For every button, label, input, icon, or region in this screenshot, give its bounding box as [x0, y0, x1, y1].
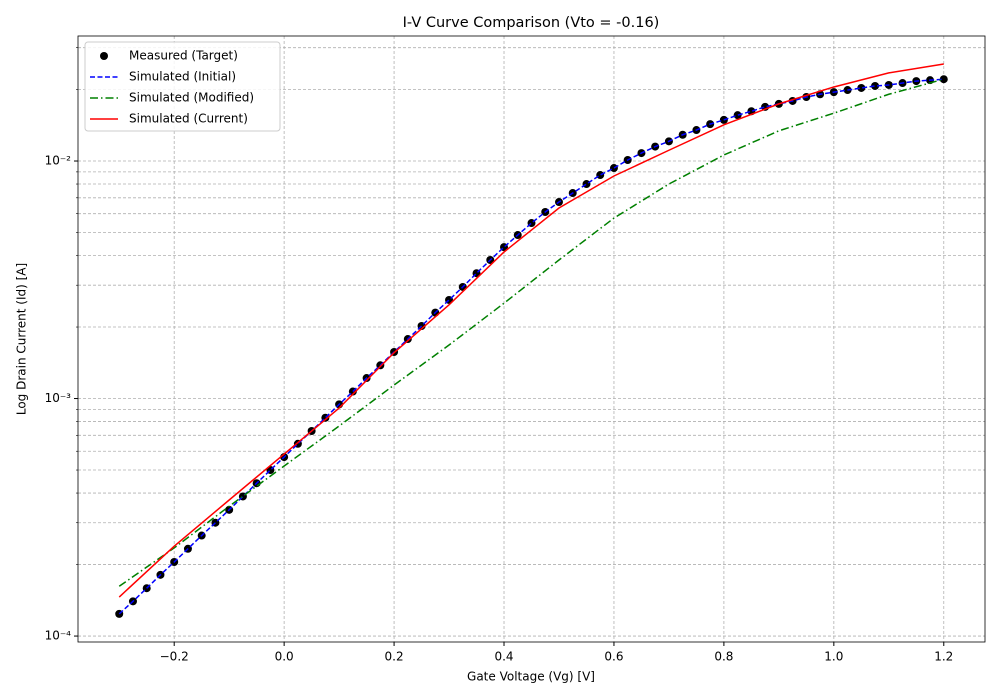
y-axis-label: Log Drain Current (Id) [A] — [15, 263, 29, 415]
x-tick-label: 0.8 — [714, 650, 733, 664]
data-point — [939, 75, 948, 84]
x-tick-label: 1.2 — [934, 650, 953, 664]
legend-box — [84, 41, 281, 132]
data-point — [733, 111, 742, 120]
legend: Measured (Target) Simulated (Initial) Simu… — [84, 41, 281, 132]
x-tick-label: 0.4 — [494, 650, 513, 664]
legend-label: Simulated (Modified) — [129, 91, 254, 105]
plot-frame — [77, 35, 986, 643]
x-tick-label: 0.2 — [385, 650, 404, 664]
data-point — [857, 83, 866, 92]
data-point — [582, 180, 591, 189]
x-axis-label: Gate Voltage (Vg) [V] — [467, 670, 595, 684]
series-line — [118, 63, 944, 598]
x-tick-label: 0.0 — [275, 650, 294, 664]
legend-label: Simulated (Current) — [129, 112, 248, 126]
x-tick-label: 0.6 — [604, 650, 623, 664]
series-line — [118, 78, 944, 615]
series-line — [118, 78, 944, 587]
legend-label: Simulated (Initial) — [129, 70, 236, 84]
y-tick-label: 10⁻⁴ — [45, 629, 72, 643]
x-tick-label: −0.2 — [160, 650, 189, 664]
y-tick-label: 10⁻³ — [45, 391, 72, 405]
y-tick-label: 10⁻² — [45, 154, 72, 168]
data-point — [596, 171, 605, 180]
x-tick-label: 1.0 — [824, 650, 843, 664]
data-point — [609, 164, 618, 173]
data-point — [871, 81, 880, 90]
legend-marker — [100, 52, 108, 60]
chart-title: I-V Curve Comparison (Vto = -0.16) — [403, 15, 660, 31]
legend-label: Measured (Target) — [129, 49, 238, 63]
